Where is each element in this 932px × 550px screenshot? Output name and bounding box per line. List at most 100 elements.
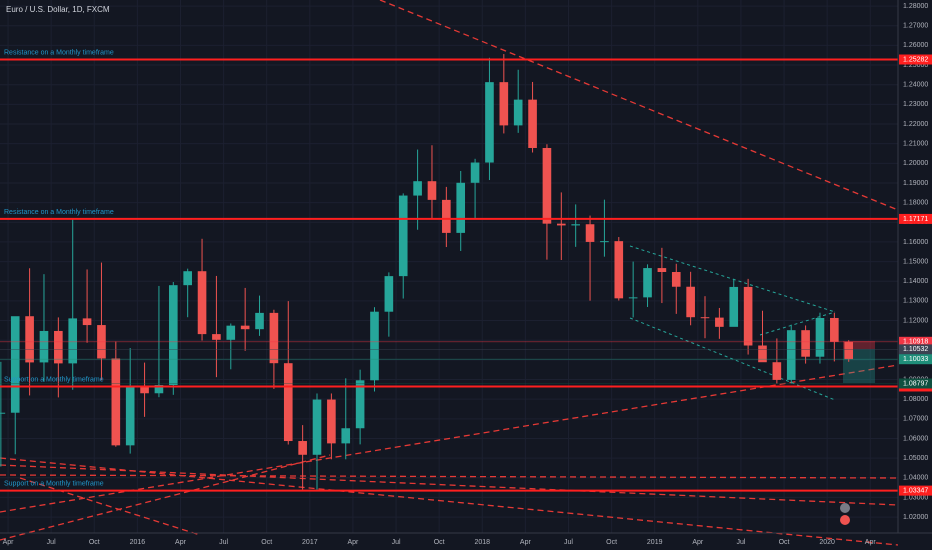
x-tick-label: Apr bbox=[520, 539, 532, 546]
candle-body bbox=[413, 181, 422, 196]
x-tick-label: Jul bbox=[47, 539, 56, 546]
x-tick-label: Oct bbox=[89, 539, 100, 546]
candle-body bbox=[657, 268, 667, 273]
candle-body bbox=[571, 224, 580, 226]
trend-line bbox=[19, 477, 201, 536]
event-icon[interactable] bbox=[840, 515, 850, 525]
candle-body bbox=[528, 99, 537, 148]
x-tick-label: Oct bbox=[434, 539, 445, 546]
price-label-box bbox=[899, 54, 932, 65]
y-tick-label: 1.14000 bbox=[903, 278, 928, 285]
level-annotation: Support on a Monthly timeframe bbox=[4, 376, 104, 383]
trend-line bbox=[379, 0, 899, 211]
x-tick-label: Oct bbox=[779, 539, 790, 546]
y-tick-label: 1.02000 bbox=[903, 514, 928, 521]
candle-body bbox=[0, 412, 6, 414]
y-tick-label: 1.24000 bbox=[903, 82, 928, 89]
x-tick-label: Jul bbox=[736, 539, 745, 546]
candle-body bbox=[470, 162, 480, 183]
price-axis bbox=[898, 0, 932, 550]
x-tick-label: Apr bbox=[347, 539, 359, 546]
candle-body bbox=[614, 241, 624, 299]
x-tick-label: 2016 bbox=[130, 539, 146, 546]
candle-body bbox=[772, 362, 782, 380]
x-tick-label: Oct bbox=[261, 539, 272, 546]
candle-body bbox=[39, 330, 49, 363]
price-label-box bbox=[899, 354, 932, 365]
price-label: 1.10918 bbox=[903, 339, 928, 346]
candle-body bbox=[269, 312, 279, 364]
candle-body bbox=[398, 195, 408, 277]
x-tick-label: 2019 bbox=[647, 539, 663, 546]
candle-body bbox=[226, 325, 236, 340]
candle-body bbox=[341, 428, 351, 444]
y-tick-label: 1.07000 bbox=[903, 416, 928, 423]
level-annotation: Support on a Monthly timeframe bbox=[4, 480, 104, 487]
candle-body bbox=[370, 311, 379, 381]
x-tick-label: Oct bbox=[606, 539, 617, 546]
candle-body bbox=[556, 223, 566, 226]
candle-body bbox=[844, 341, 854, 360]
price-label: 1.25282 bbox=[903, 56, 928, 63]
candle-body bbox=[729, 286, 739, 327]
candle-body bbox=[111, 358, 121, 446]
y-tick-label: 1.23000 bbox=[903, 101, 928, 108]
candle-body bbox=[68, 318, 78, 364]
candle-body bbox=[456, 182, 466, 233]
candle-body bbox=[25, 316, 34, 363]
price-label-box bbox=[899, 344, 932, 355]
y-tick-label: 1.03000 bbox=[903, 494, 928, 501]
level-annotation: Resistance on a Monthly timeframe bbox=[4, 49, 114, 56]
x-tick-label: Apr bbox=[865, 539, 877, 546]
candle-body bbox=[542, 147, 552, 224]
candle-body bbox=[82, 318, 92, 326]
candle-body bbox=[743, 286, 753, 346]
candle-body bbox=[585, 224, 595, 242]
x-tick-label: Jul bbox=[219, 539, 228, 546]
y-tick-label: 1.18000 bbox=[903, 199, 928, 206]
price-label: 1.10033 bbox=[903, 356, 928, 363]
price-label: 1.08797 bbox=[903, 380, 928, 387]
candle-body bbox=[283, 363, 293, 442]
candle-body bbox=[671, 272, 681, 287]
candle-body bbox=[830, 317, 839, 342]
price-label-box bbox=[899, 336, 932, 347]
event-icon[interactable] bbox=[840, 503, 850, 513]
grid bbox=[0, 0, 898, 533]
candle-body bbox=[212, 334, 221, 340]
y-tick-label: 1.28000 bbox=[903, 3, 928, 10]
candle-body bbox=[643, 268, 652, 298]
y-tick-label: 1.16000 bbox=[903, 239, 928, 246]
candle-body bbox=[700, 317, 710, 319]
candle-body bbox=[384, 276, 394, 312]
levels: Resistance on a Monthly timeframe Resista… bbox=[0, 49, 898, 492]
candle-body bbox=[255, 312, 264, 330]
x-tick-label: 2020 bbox=[819, 539, 835, 546]
candle-body bbox=[801, 330, 810, 357]
candle-body bbox=[758, 345, 767, 363]
candle-body bbox=[183, 271, 192, 286]
candle-body bbox=[10, 316, 20, 413]
candle-body bbox=[240, 325, 250, 330]
axes: 1.02000 1.03000 1.04000 1.05000 1.06000 1.070… bbox=[3, 3, 932, 546]
x-tick-label: Apr bbox=[175, 539, 187, 546]
candle-body bbox=[815, 317, 825, 357]
candle-body bbox=[355, 380, 365, 429]
chart-title: Euro / U.S. Dollar, 1D, FXCM bbox=[6, 5, 110, 14]
y-tick-label: 1.15000 bbox=[903, 258, 928, 265]
candle-body bbox=[298, 441, 307, 455]
y-tick-label: 1.08000 bbox=[903, 396, 928, 403]
price-label: 1.17171 bbox=[903, 216, 928, 223]
trend-line bbox=[0, 454, 331, 541]
price-label: 1.03347 bbox=[903, 487, 928, 494]
x-tick-label: Jul bbox=[564, 539, 573, 546]
candle-body bbox=[485, 82, 494, 163]
candle-body bbox=[628, 297, 638, 299]
x-tick-label: Apr bbox=[692, 539, 704, 546]
candle-body bbox=[427, 181, 437, 200]
candle-body bbox=[513, 99, 523, 126]
y-tick-label: 1.21000 bbox=[903, 141, 928, 148]
